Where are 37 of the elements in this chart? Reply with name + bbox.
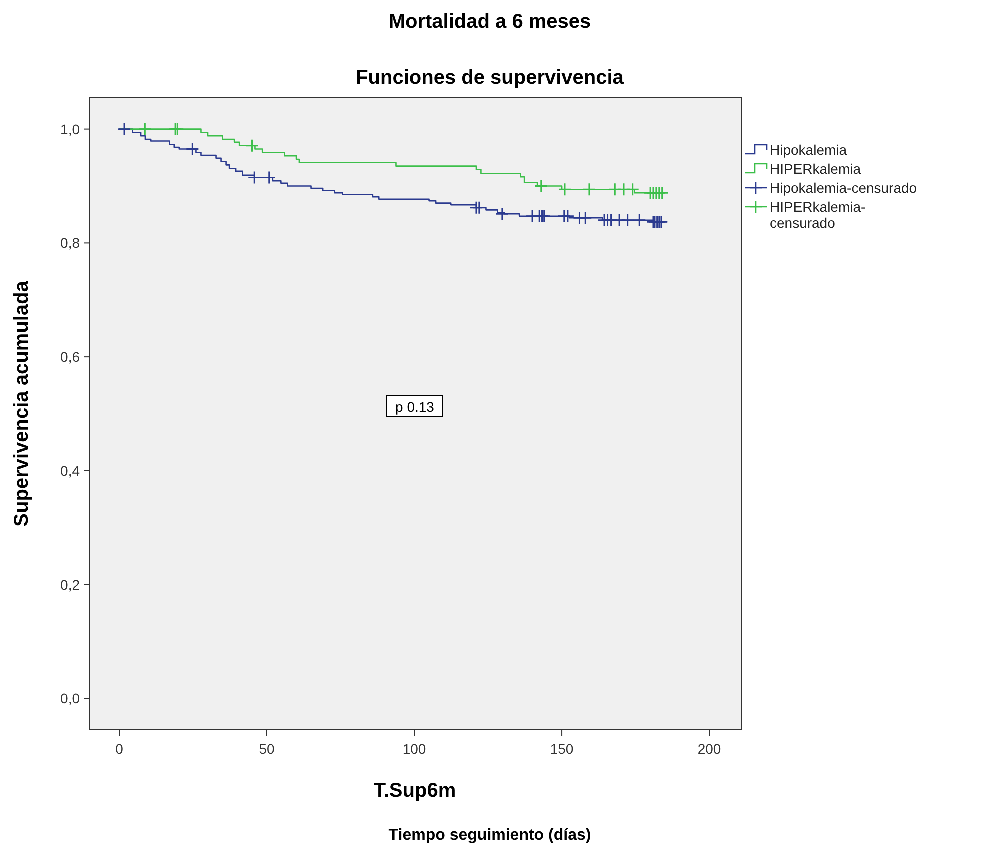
point — [578, 211, 592, 225]
point — [248, 170, 262, 184]
point — [472, 201, 486, 215]
legend-label: HIPERkalemia-censurado — [770, 199, 866, 231]
annotation: p 0.13 — [396, 399, 435, 415]
point — [534, 180, 548, 193]
point — [621, 214, 635, 228]
x-tick-label: 150 — [550, 741, 574, 757]
point — [582, 182, 596, 196]
point — [262, 170, 276, 184]
point — [632, 214, 646, 228]
x-axis-title: T.Sup6m — [374, 780, 456, 802]
y-tick-label: 0,4 — [60, 462, 80, 479]
point — [246, 139, 260, 153]
x-tick-label: 200 — [698, 741, 722, 757]
x-tick-label: 0 — [116, 741, 124, 757]
y-tick-label: 0,0 — [60, 690, 80, 707]
y-tick-label: 0,8 — [60, 235, 80, 252]
point — [138, 122, 152, 136]
legend-label: Hipokalemia-censurado — [770, 180, 918, 196]
point — [656, 186, 670, 200]
y-tick-label: 0,6 — [60, 349, 80, 366]
text: Tiempo seguimiento (días) — [388, 827, 592, 844]
point — [496, 207, 510, 221]
y-tick-label: 0,2 — [60, 576, 80, 593]
y-axis-title: Supervivencia acumulada — [11, 280, 33, 527]
x-tick-label: 100 — [402, 741, 426, 757]
point — [561, 210, 575, 224]
y-tick-label: 1,0 — [60, 121, 80, 138]
point — [626, 182, 640, 196]
chart-title: Mortalidad a 6 meses — [388, 11, 592, 33]
point — [558, 182, 572, 196]
x-tick-label: 50 — [259, 741, 276, 757]
chart-subtitle: Funciones de supervivencia — [356, 67, 625, 89]
legend-label: Hipokalemia — [770, 142, 848, 158]
legend-label: HIPERkalemia — [770, 161, 862, 177]
point — [186, 142, 200, 156]
